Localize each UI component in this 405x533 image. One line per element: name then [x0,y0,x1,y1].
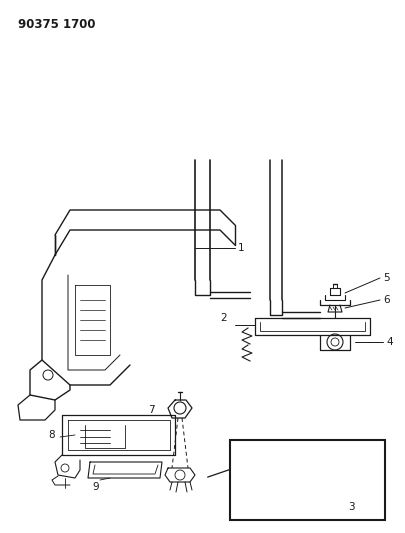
Text: 6: 6 [382,295,389,305]
Text: 7: 7 [148,405,154,415]
Text: 90375 1700: 90375 1700 [18,18,95,31]
Text: 5: 5 [382,273,389,283]
Bar [230,440,384,520]
Text: 3: 3 [347,502,354,512]
Text: 4: 4 [385,337,392,347]
Text: 8: 8 [48,430,55,440]
Text: 9: 9 [92,482,98,492]
Text: 1: 1 [237,243,244,253]
Text: 2: 2 [220,313,226,323]
